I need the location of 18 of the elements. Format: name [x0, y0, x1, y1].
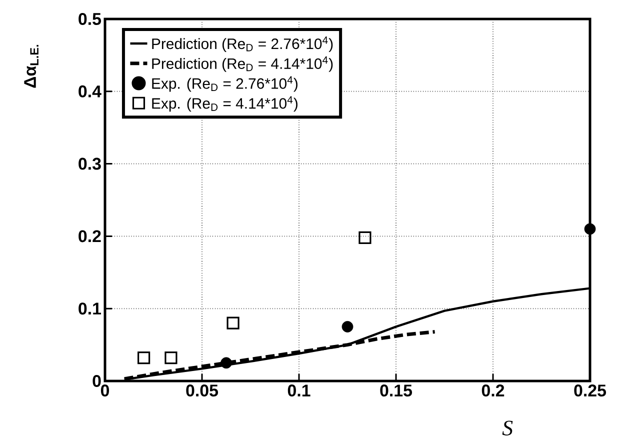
x-tick-label: 0.2 [482, 384, 504, 397]
y-tick-label: 0.2 [78, 230, 101, 242]
x-tick-label: 0 [100, 384, 110, 397]
x-tick-label: 0.25 [574, 384, 606, 397]
y-tick-label: 0.3 [78, 158, 101, 170]
legend-label: Prediction (Re$_{D}$ = 4.14*10$^{4}$) [152, 56, 333, 72]
y-tick-label: 0.4 [78, 85, 102, 98]
x-tick-label: 0.05 [186, 384, 218, 397]
x-axis-title: S [502, 420, 513, 436]
y-axis-title: Δα$_{L.E.}$ [24, 44, 38, 88]
legend-label: Exp. (Re$_{D}$ = 2.76*10$^{4}$) [152, 76, 298, 92]
x-tick-label: 0.1 [288, 384, 310, 397]
legend-label: Prediction (Re$_{D}$ = 2.76*10$^{4}$) [152, 36, 333, 52]
y-tick-label: 0.1 [78, 302, 102, 315]
x-tick-label: 0.15 [380, 384, 412, 397]
y-tick-label: 0 [92, 375, 101, 387]
y-tick-label: 0.5 [78, 12, 102, 25]
legend-label: Exp. (Re$_{D}$ = 4.14*10$^{4}$) [152, 96, 298, 112]
